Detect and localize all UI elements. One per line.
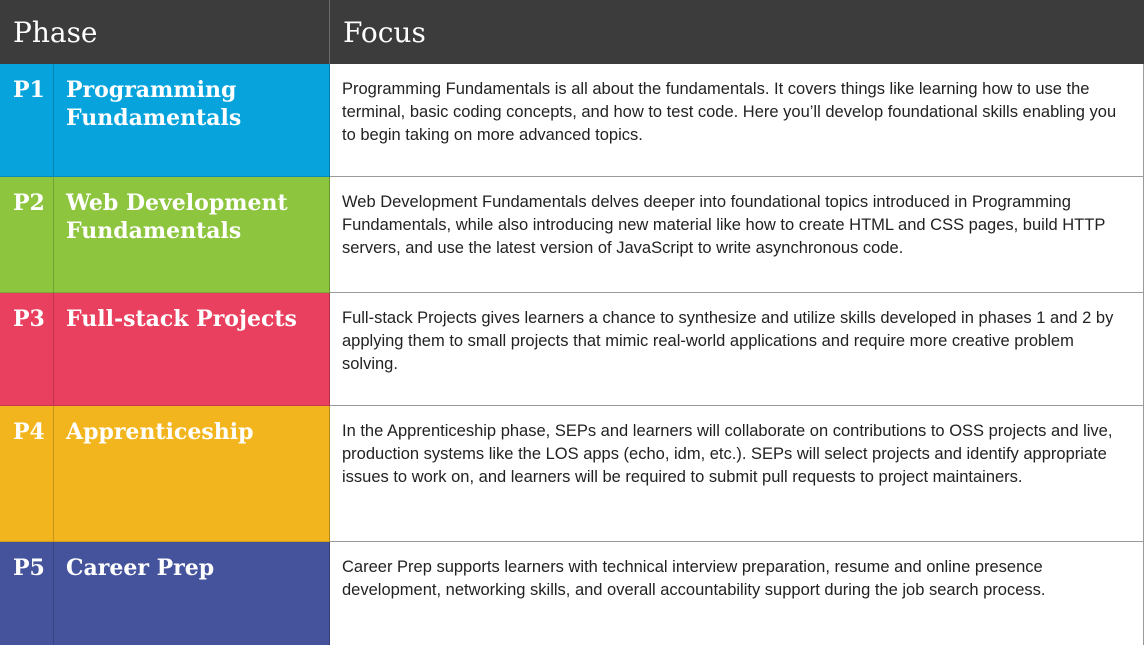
phase-name-p4: Apprenticeship [54,406,330,542]
phase-code-p5: P5 [0,542,54,645]
phase-code-p4: P4 [0,406,54,542]
phase-code-p1: P1 [0,64,54,177]
focus-column-header: Focus [330,0,1144,64]
phase-description-p3: Full-stack Projects gives learners a cha… [330,293,1144,406]
phase-description-p5: Career Prep supports learners with techn… [330,542,1144,645]
phase-code-p2: P2 [0,177,54,293]
phase-description-p4: In the Apprenticeship phase, SEPs and le… [330,406,1144,542]
phase-name-p1: Programming Fundamentals [54,64,330,177]
phase-name-p5: Career Prep [54,542,330,645]
phase-code-p3: P3 [0,293,54,406]
phase-name-p3: Full-stack Projects [54,293,330,406]
phase-description-p1: Programming Fundamentals is all about th… [330,64,1144,177]
phase-column-header: Phase [0,0,330,64]
phase-name-p2: Web Development Fundamentals [54,177,330,293]
phase-description-p2: Web Development Fundamentals delves deep… [330,177,1144,293]
